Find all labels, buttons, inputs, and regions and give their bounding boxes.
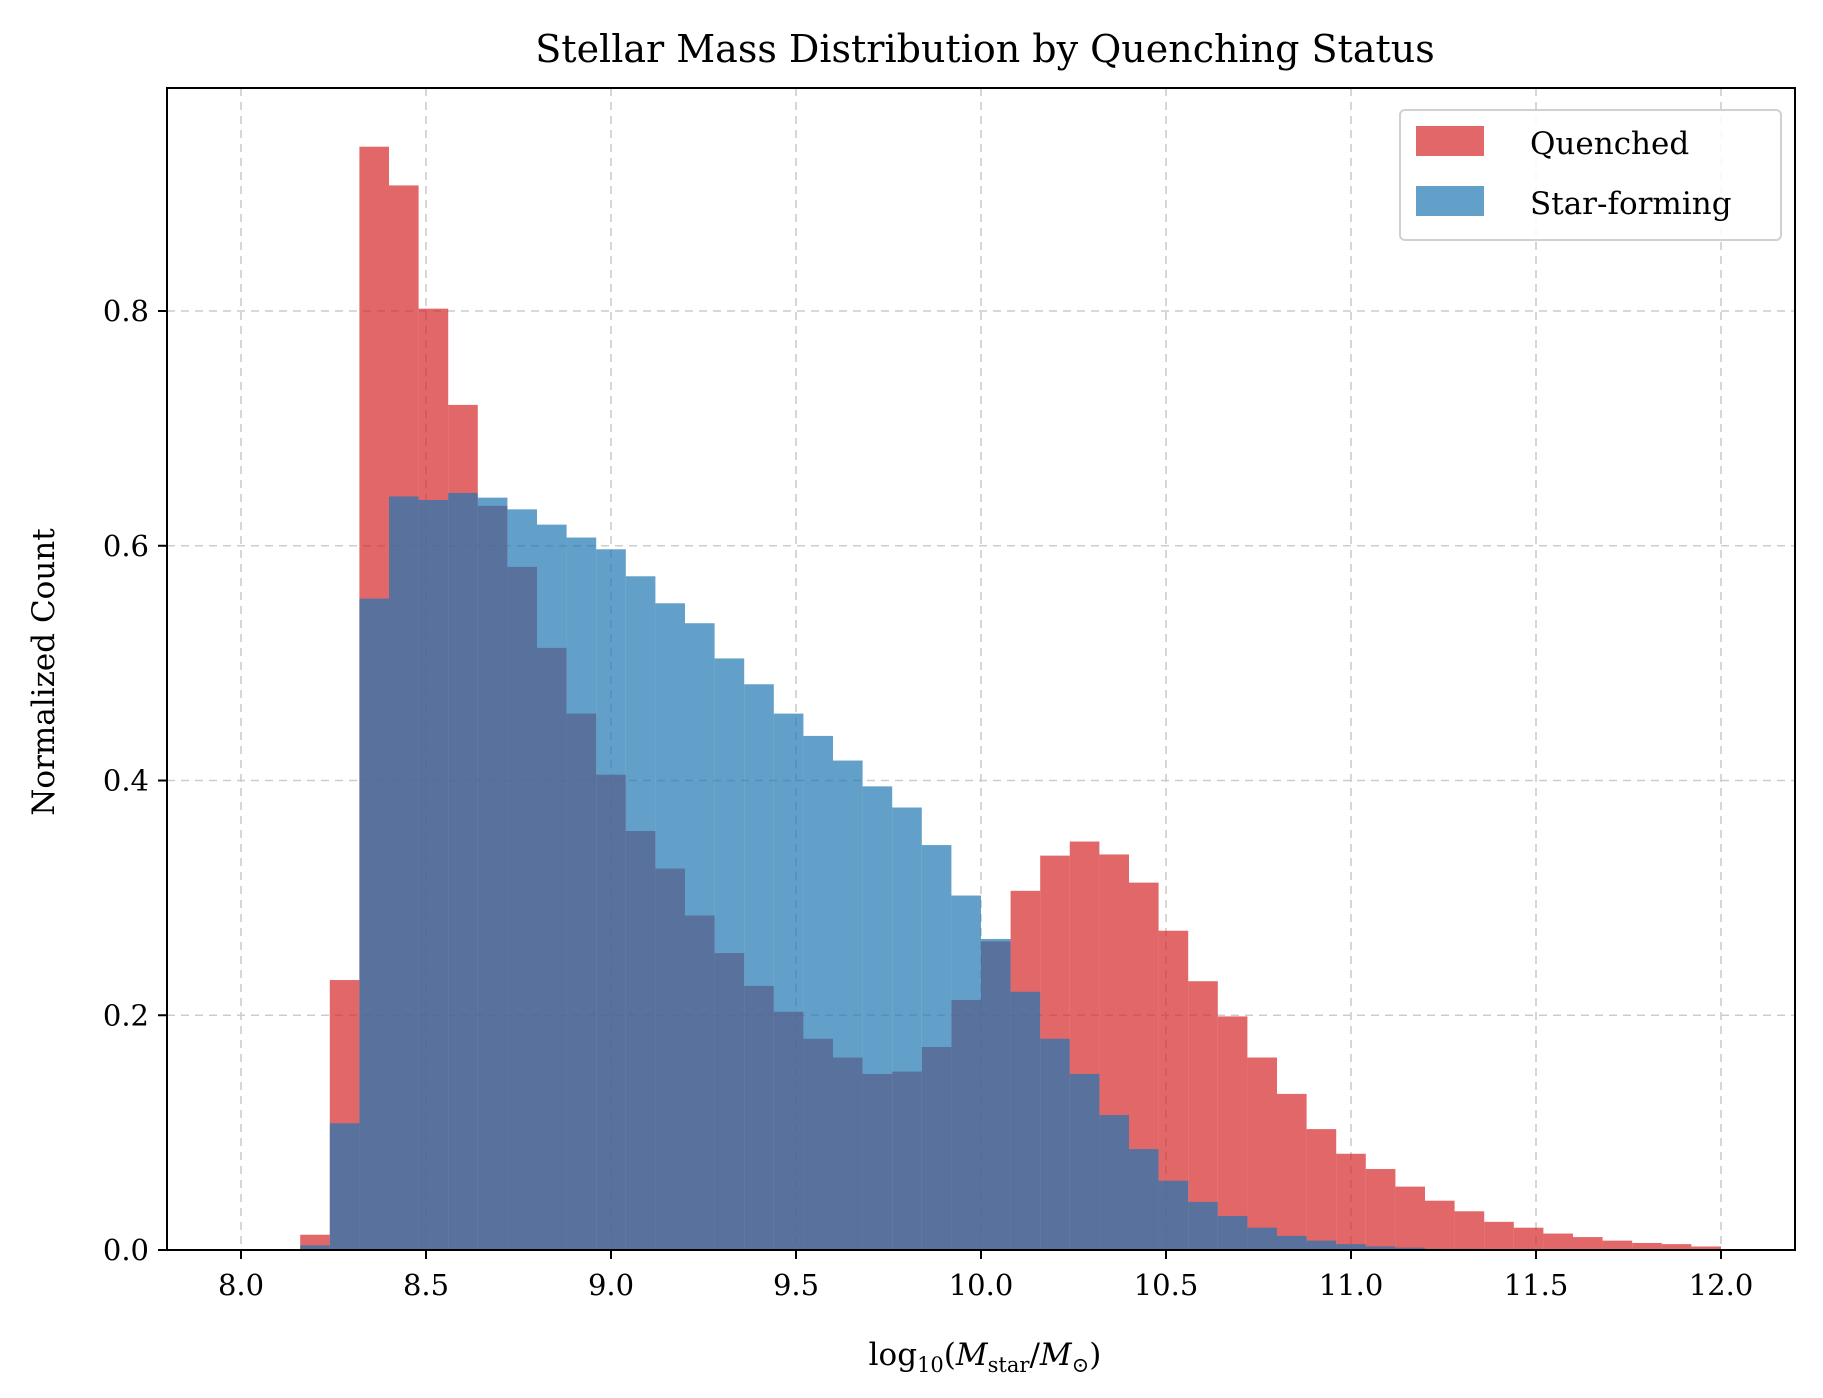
bar-star-forming-36 (1306, 1240, 1337, 1250)
bar-star-forming-24 (951, 895, 981, 1250)
bar-star-forming-27 (1040, 1038, 1070, 1250)
x-label-mass: M (955, 1337, 989, 1373)
x-axis-ticks: 8.0 8.5 9.0 9.5 10.0 10.5 11.0 11.5 12.0 (218, 1250, 1753, 1302)
y-tick-label-3: 0.6 (103, 529, 149, 563)
bar-star-forming-22 (892, 807, 922, 1250)
bar-star-forming-9 (507, 509, 537, 1250)
bar-star-forming-39 (1395, 1247, 1425, 1250)
bar-star-forming-2 (300, 1245, 330, 1250)
x-label-log: log (869, 1337, 917, 1373)
bar-star-forming-7 (448, 492, 478, 1250)
bar-star-forming-23 (921, 845, 952, 1250)
bar-star-forming-32 (1188, 1201, 1218, 1250)
bar-star-forming-14 (655, 603, 685, 1250)
y-tick-label-1: 0.2 (103, 998, 149, 1032)
y-axis-label: Normalized Count (26, 528, 62, 816)
bar-star-forming-20 (833, 760, 863, 1250)
bar-star-forming-35 (1277, 1235, 1307, 1250)
bar-star-forming-18 (773, 713, 804, 1250)
bar-quenched-44 (1543, 1233, 1573, 1250)
x-tick-label-4: 10.0 (949, 1268, 1014, 1302)
y-tick-label-2: 0.4 (103, 764, 149, 798)
legend-label-star-forming: Star-forming (1530, 186, 1732, 222)
bar-star-forming-3 (329, 1123, 360, 1250)
bar-star-forming-17 (744, 684, 774, 1250)
bar-star-forming-34 (1247, 1227, 1277, 1250)
bar-star-forming-10 (537, 524, 567, 1250)
x-label-open: ( (944, 1337, 956, 1373)
bar-quenched-46 (1602, 1240, 1633, 1250)
bar-star-forming-8 (477, 497, 508, 1250)
bar-quenched-42 (1484, 1221, 1514, 1250)
bar-quenched-45 (1573, 1237, 1603, 1250)
bar-star-forming-13 (625, 576, 656, 1250)
bar-star-forming-16 (714, 658, 745, 1250)
y-tick-label-0: 0.0 (103, 1233, 149, 1267)
bar-quenched-39 (1395, 1186, 1425, 1250)
x-axis-label: log10(Mstar/M⊙) (869, 1337, 1102, 1377)
bar-quenched-47 (1632, 1242, 1662, 1250)
bar-star-forming-25 (981, 938, 1011, 1250)
x-label-solar-sub: ⊙ (1072, 1353, 1090, 1377)
legend-swatch-star-forming (1416, 186, 1484, 216)
bar-star-forming-15 (685, 623, 715, 1250)
bar-star-forming-30 (1129, 1149, 1159, 1250)
bar-star-forming-38 (1365, 1246, 1396, 1250)
x-tick-label-2: 9.0 (588, 1268, 634, 1302)
chart-title: Stellar Mass Distribution by Quenching S… (535, 27, 1434, 71)
bar-star-forming-29 (1099, 1115, 1129, 1250)
histogram-bars (300, 146, 1721, 1251)
bar-quenched-41 (1454, 1211, 1485, 1250)
bar-star-forming-21 (862, 786, 893, 1250)
bar-star-forming-33 (1217, 1215, 1248, 1250)
legend: Quenched Star-forming (1399, 109, 1782, 241)
x-label-solar-mass: M (1039, 1337, 1073, 1373)
legend-label-quenched: Quenched (1530, 126, 1689, 162)
bar-star-forming-28 (1069, 1073, 1100, 1250)
x-tick-label-3: 9.5 (773, 1268, 819, 1302)
x-label-log-sub: 10 (917, 1353, 944, 1377)
bar-quenched-48 (1661, 1244, 1692, 1250)
x-tick-label-7: 11.5 (1504, 1268, 1569, 1302)
bar-quenched-38 (1365, 1169, 1396, 1250)
bar-star-forming-5 (389, 496, 419, 1251)
x-tick-label-6: 11.0 (1319, 1268, 1384, 1302)
bar-star-forming-11 (566, 537, 597, 1250)
x-label-close: ) (1089, 1337, 1101, 1373)
bar-star-forming-4 (359, 598, 389, 1250)
x-label-slash: / (1029, 1337, 1040, 1373)
bar-star-forming-6 (418, 499, 449, 1250)
bar-star-forming-26 (1010, 991, 1041, 1250)
x-label-mass-sub: star (988, 1353, 1031, 1377)
bar-star-forming-12 (596, 549, 626, 1250)
legend-frame (1399, 109, 1782, 241)
bar-star-forming-37 (1336, 1244, 1366, 1250)
x-tick-label-1: 8.5 (403, 1268, 449, 1302)
bar-quenched-36 (1306, 1129, 1337, 1250)
x-tick-label-0: 8.0 (218, 1268, 264, 1302)
x-tick-label-8: 12.0 (1689, 1268, 1754, 1302)
bar-quenched-49 (1691, 1246, 1721, 1250)
y-tick-label-4: 0.8 (103, 294, 149, 328)
bar-quenched-40 (1425, 1200, 1455, 1250)
bar-quenched-34 (1247, 1057, 1277, 1250)
x-tick-label-5: 10.5 (1134, 1268, 1199, 1302)
y-axis-ticks: 0.0 0.2 0.4 0.6 0.8 (103, 294, 167, 1267)
bar-star-forming-19 (803, 735, 833, 1250)
legend-swatch-quenched (1416, 126, 1484, 156)
bar-star-forming-31 (1158, 1180, 1189, 1250)
bar-quenched-33 (1217, 1016, 1248, 1250)
bar-quenched-37 (1336, 1153, 1366, 1250)
bar-quenched-43 (1513, 1227, 1544, 1250)
bar-quenched-35 (1277, 1093, 1307, 1250)
